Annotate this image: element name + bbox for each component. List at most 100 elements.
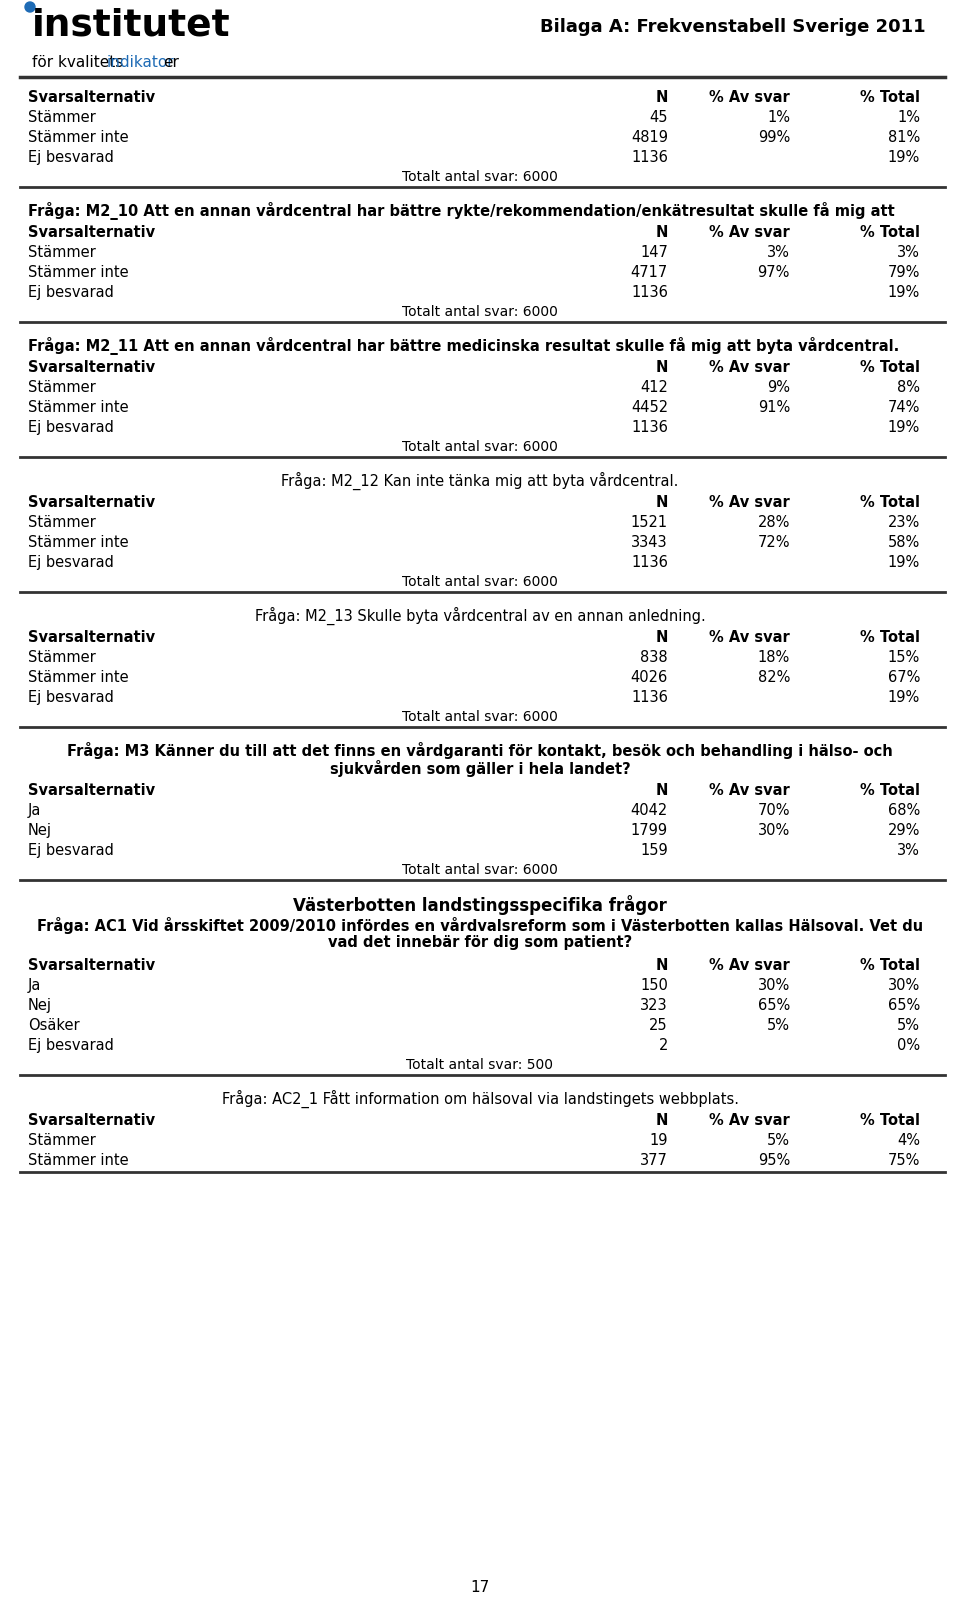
Text: 74%: 74% xyxy=(888,400,920,414)
Text: Fråga: M2_10 Att en annan vårdcentral har bättre rykte/rekommendation/enkätresul: Fråga: M2_10 Att en annan vårdcentral ha… xyxy=(28,202,895,220)
Text: 97%: 97% xyxy=(757,265,790,279)
Text: er: er xyxy=(163,55,179,71)
Text: 4717: 4717 xyxy=(631,265,668,279)
Text: Fråga: M2_13 Skulle byta vårdcentral av en annan anledning.: Fråga: M2_13 Skulle byta vårdcentral av … xyxy=(254,607,706,624)
Text: 1136: 1136 xyxy=(631,284,668,300)
Text: 3%: 3% xyxy=(767,246,790,260)
Text: Fråga: M2_11 Att en annan vårdcentral har bättre medicinska resultat skulle få m: Fråga: M2_11 Att en annan vårdcentral ha… xyxy=(28,337,900,355)
Text: 19%: 19% xyxy=(888,284,920,300)
Text: 17: 17 xyxy=(470,1579,490,1594)
Text: Totalt antal svar: 6000: Totalt antal svar: 6000 xyxy=(402,170,558,185)
Text: Ej besvarad: Ej besvarad xyxy=(28,690,114,705)
Text: indikator: indikator xyxy=(107,55,175,71)
Text: 150: 150 xyxy=(640,977,668,992)
Text: % Av svar: % Av svar xyxy=(709,360,790,374)
Text: Stämmer: Stämmer xyxy=(28,650,96,664)
Text: N: N xyxy=(656,629,668,645)
Text: 45: 45 xyxy=(650,109,668,125)
Text: % Av svar: % Av svar xyxy=(709,225,790,239)
Text: 25: 25 xyxy=(649,1018,668,1032)
Text: Ej besvarad: Ej besvarad xyxy=(28,149,114,165)
Text: Fråga: M3 Känner du till att det finns en vårdgaranti för kontakt, besök och beh: Fråga: M3 Känner du till att det finns e… xyxy=(67,742,893,759)
Text: Totalt antal svar: 6000: Totalt antal svar: 6000 xyxy=(402,440,558,454)
Text: 147: 147 xyxy=(640,246,668,260)
Text: Svarsalternativ: Svarsalternativ xyxy=(28,1112,156,1127)
Text: Totalt antal svar: 6000: Totalt antal svar: 6000 xyxy=(402,709,558,724)
Text: % Av svar: % Av svar xyxy=(709,1112,790,1127)
Text: % Total: % Total xyxy=(860,629,920,645)
Text: 29%: 29% xyxy=(888,822,920,838)
Text: 67%: 67% xyxy=(888,669,920,685)
Text: Ej besvarad: Ej besvarad xyxy=(28,1037,114,1053)
Text: % Total: % Total xyxy=(860,494,920,510)
Text: % Total: % Total xyxy=(860,958,920,973)
Text: N: N xyxy=(656,90,668,104)
Text: 65%: 65% xyxy=(888,997,920,1013)
Text: Stämmer inte: Stämmer inte xyxy=(28,669,129,685)
Text: Nej: Nej xyxy=(28,997,52,1013)
Text: 28%: 28% xyxy=(757,515,790,530)
Text: Stämmer: Stämmer xyxy=(28,515,96,530)
Text: Stämmer inte: Stämmer inte xyxy=(28,1152,129,1167)
Text: 159: 159 xyxy=(640,843,668,857)
Text: 95%: 95% xyxy=(757,1152,790,1167)
Text: Svarsalternativ: Svarsalternativ xyxy=(28,225,156,239)
Text: Bilaga A: Frekvenstabell Sverige 2011: Bilaga A: Frekvenstabell Sverige 2011 xyxy=(540,18,925,35)
Circle shape xyxy=(25,3,35,13)
Text: 3%: 3% xyxy=(898,843,920,857)
Text: 19%: 19% xyxy=(888,690,920,705)
Text: N: N xyxy=(656,494,668,510)
Text: Totalt antal svar: 6000: Totalt antal svar: 6000 xyxy=(402,575,558,589)
Text: 4%: 4% xyxy=(897,1132,920,1148)
Text: 5%: 5% xyxy=(767,1132,790,1148)
Text: 65%: 65% xyxy=(757,997,790,1013)
Text: 82%: 82% xyxy=(757,669,790,685)
Text: 81%: 81% xyxy=(888,130,920,144)
Text: 30%: 30% xyxy=(757,822,790,838)
Text: Totalt antal svar: 6000: Totalt antal svar: 6000 xyxy=(402,862,558,876)
Text: 18%: 18% xyxy=(757,650,790,664)
Text: % Av svar: % Av svar xyxy=(709,629,790,645)
Text: 72%: 72% xyxy=(757,534,790,549)
Text: 3343: 3343 xyxy=(632,534,668,549)
Text: 1799: 1799 xyxy=(631,822,668,838)
Text: 58%: 58% xyxy=(888,534,920,549)
Text: 412: 412 xyxy=(640,380,668,395)
Text: 23%: 23% xyxy=(888,515,920,530)
Text: Totalt antal svar: 500: Totalt antal svar: 500 xyxy=(406,1058,554,1071)
Text: 1136: 1136 xyxy=(631,690,668,705)
Text: % Av svar: % Av svar xyxy=(709,783,790,798)
Text: Svarsalternativ: Svarsalternativ xyxy=(28,494,156,510)
Text: för kvalitets: för kvalitets xyxy=(32,55,123,71)
Text: 3%: 3% xyxy=(898,246,920,260)
Text: 5%: 5% xyxy=(767,1018,790,1032)
Text: 68%: 68% xyxy=(888,802,920,817)
Text: Fråga: AC1 Vid årsskiftet 2009/2010 infördes en vårdvalsreform som i Västerbotte: Fråga: AC1 Vid årsskiftet 2009/2010 infö… xyxy=(36,916,924,934)
Text: 4026: 4026 xyxy=(631,669,668,685)
Text: Ja: Ja xyxy=(28,977,41,992)
Text: Stämmer: Stämmer xyxy=(28,380,96,395)
Text: 30%: 30% xyxy=(757,977,790,992)
Text: N: N xyxy=(656,225,668,239)
Text: 1521: 1521 xyxy=(631,515,668,530)
Text: vad det innebär för dig som patient?: vad det innebär för dig som patient? xyxy=(328,934,632,950)
Text: Stämmer inte: Stämmer inte xyxy=(28,400,129,414)
Text: % Av svar: % Av svar xyxy=(709,958,790,973)
Text: 70%: 70% xyxy=(757,802,790,817)
Text: Svarsalternativ: Svarsalternativ xyxy=(28,783,156,798)
Text: Fråga: M2_12 Kan inte tänka mig att byta vårdcentral.: Fråga: M2_12 Kan inte tänka mig att byta… xyxy=(281,472,679,490)
Text: % Av svar: % Av svar xyxy=(709,494,790,510)
Text: 75%: 75% xyxy=(888,1152,920,1167)
Text: Stämmer inte: Stämmer inte xyxy=(28,534,129,549)
Text: 4819: 4819 xyxy=(631,130,668,144)
Text: 19: 19 xyxy=(650,1132,668,1148)
Text: Västerbotten landstingsspecifika frågor: Västerbotten landstingsspecifika frågor xyxy=(293,894,667,915)
Text: Stämmer: Stämmer xyxy=(28,1132,96,1148)
Text: Ej besvarad: Ej besvarad xyxy=(28,555,114,570)
Text: Nej: Nej xyxy=(28,822,52,838)
Text: Fråga: AC2_1 Fått information om hälsoval via landstingets webbplats.: Fråga: AC2_1 Fått information om hälsova… xyxy=(222,1090,738,1107)
Text: Ja: Ja xyxy=(28,802,41,817)
Text: % Total: % Total xyxy=(860,783,920,798)
Text: 2: 2 xyxy=(659,1037,668,1053)
Text: N: N xyxy=(656,1112,668,1127)
